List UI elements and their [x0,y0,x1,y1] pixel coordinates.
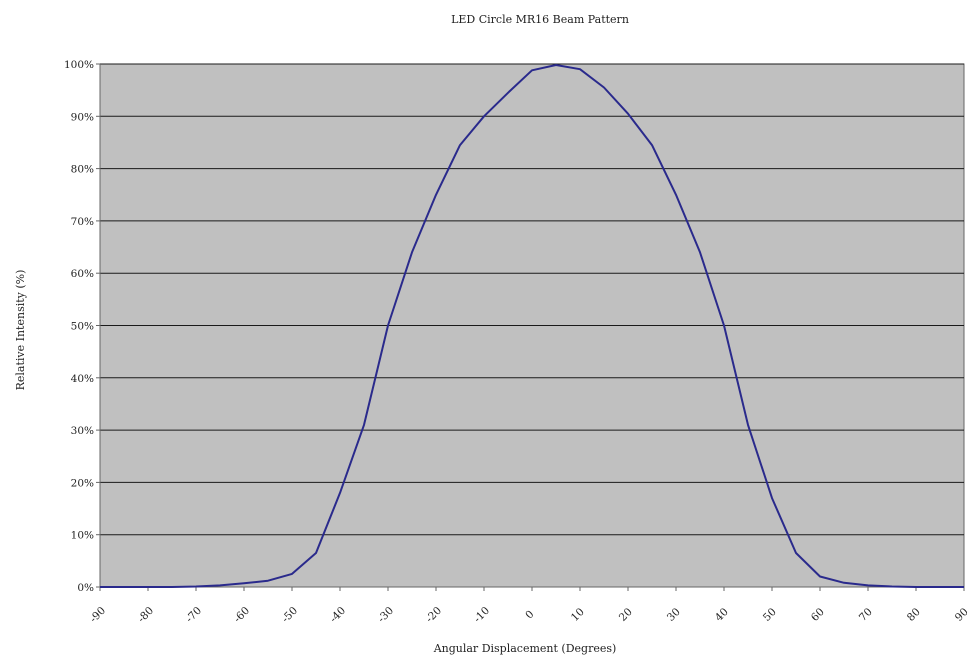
x-tick-label: 50 [761,606,779,624]
x-axis-title: Angular Displacement (Degrees) [433,642,617,655]
y-tick-label: 50% [71,321,94,333]
x-tick-label: -30 [376,605,396,625]
y-tick-label: 10% [71,530,94,542]
plot-area [96,63,965,591]
y-tick-label: 0% [77,582,94,594]
y-tick-label: 60% [71,268,94,280]
y-tick-label: 20% [71,477,94,489]
x-tick-label: -70 [184,605,204,625]
y-tick-label: 40% [71,373,94,385]
series-layer [100,64,964,588]
axes [96,63,965,591]
x-tick-label: 90 [953,606,967,624]
x-tick-label: 20 [617,606,635,624]
x-tick-label: -20 [424,605,444,625]
y-tick-label: 70% [71,216,94,228]
chart-title: LED Circle MR16 Beam Pattern [451,13,629,26]
gridlines [100,63,964,536]
x-tick-label: -10 [472,605,492,625]
x-tick-label: 10 [569,606,587,624]
y-tick-label: 80% [71,164,94,176]
x-tick-label: 80 [905,606,923,624]
x-tick-label: -90 [88,605,108,625]
x-tick-label: 0 [523,608,536,621]
x-tick-label: -80 [136,605,156,625]
y-tick-label: 100% [64,59,94,71]
y-tick-label: 90% [71,111,94,123]
x-tick-labels: -90 -80 -70 -60 -50 -40 -30 -20 -10 0 10 20 30 40 50 60… [88,605,967,625]
x-tick-label: 70 [857,606,875,624]
y-tick-label: 30% [71,425,94,437]
x-tick-label: 30 [665,606,683,624]
x-tick-label: 60 [809,606,827,624]
y-tick-labels: 0% 10% 20% 30% 40% 50% 60% 70% 80% 90% 100% [64,59,94,594]
y-axis-title: Relative Intensity (%) [14,270,27,391]
x-tick-label: 40 [713,606,731,624]
x-tick-label: -60 [232,605,252,625]
series-line-0 [100,64,964,588]
x-tick-label: -50 [280,605,300,625]
x-tick-label: -40 [328,605,348,625]
